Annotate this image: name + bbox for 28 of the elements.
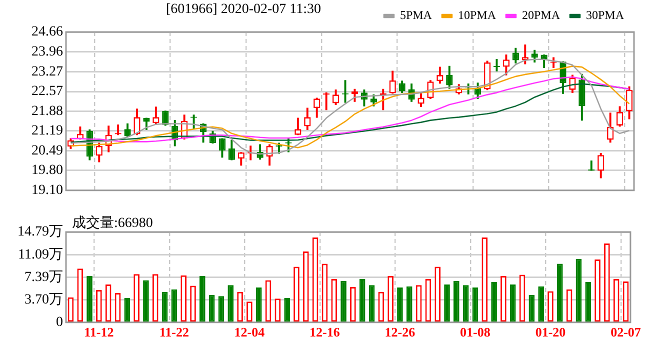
y-tick-label: 21.19 — [32, 124, 63, 139]
x-tick-label: 12-16 — [310, 324, 340, 340]
y-tick-label: 11.09万 — [18, 247, 63, 262]
legend-label: 10PMA — [458, 8, 496, 22]
y-tick-label: 7.39万 — [24, 270, 63, 285]
x-tick-label: 02-07 — [610, 324, 642, 340]
y-tick-label: 22.57 — [32, 84, 63, 100]
y-tick-label: 14.79万 — [18, 224, 63, 240]
y-tick-label: 24.66 — [32, 24, 63, 40]
y-tick-label: 21.88 — [32, 104, 63, 119]
x-tick-label: 11-12 — [84, 324, 114, 340]
chart-title: [601966] 2020-02-07 11:30 — [166, 2, 322, 18]
legend-label: 20PMA — [522, 8, 560, 22]
y-tick-label: 23.96 — [32, 44, 63, 60]
y-tick-label: 20.49 — [32, 143, 63, 158]
chart-title: 成交量:66980 — [72, 214, 153, 232]
legend-label: 5PMA — [400, 8, 432, 22]
x-tick-label: 11-22 — [159, 324, 189, 340]
y-tick-label: 3.70万 — [24, 292, 63, 308]
x-tick-label: 01-20 — [535, 324, 566, 340]
x-tick-label: 12-26 — [384, 324, 416, 340]
y-tick-label: 23.27 — [32, 64, 63, 80]
x-tick-label: 12-04 — [234, 324, 266, 340]
y-tick-label: 0 — [56, 315, 63, 330]
legend-label: 30PMA — [586, 8, 624, 22]
x-tick-label: 01-08 — [460, 324, 491, 340]
y-tick-label: 19.10 — [32, 183, 63, 198]
y-tick-label: 19.80 — [32, 163, 63, 178]
